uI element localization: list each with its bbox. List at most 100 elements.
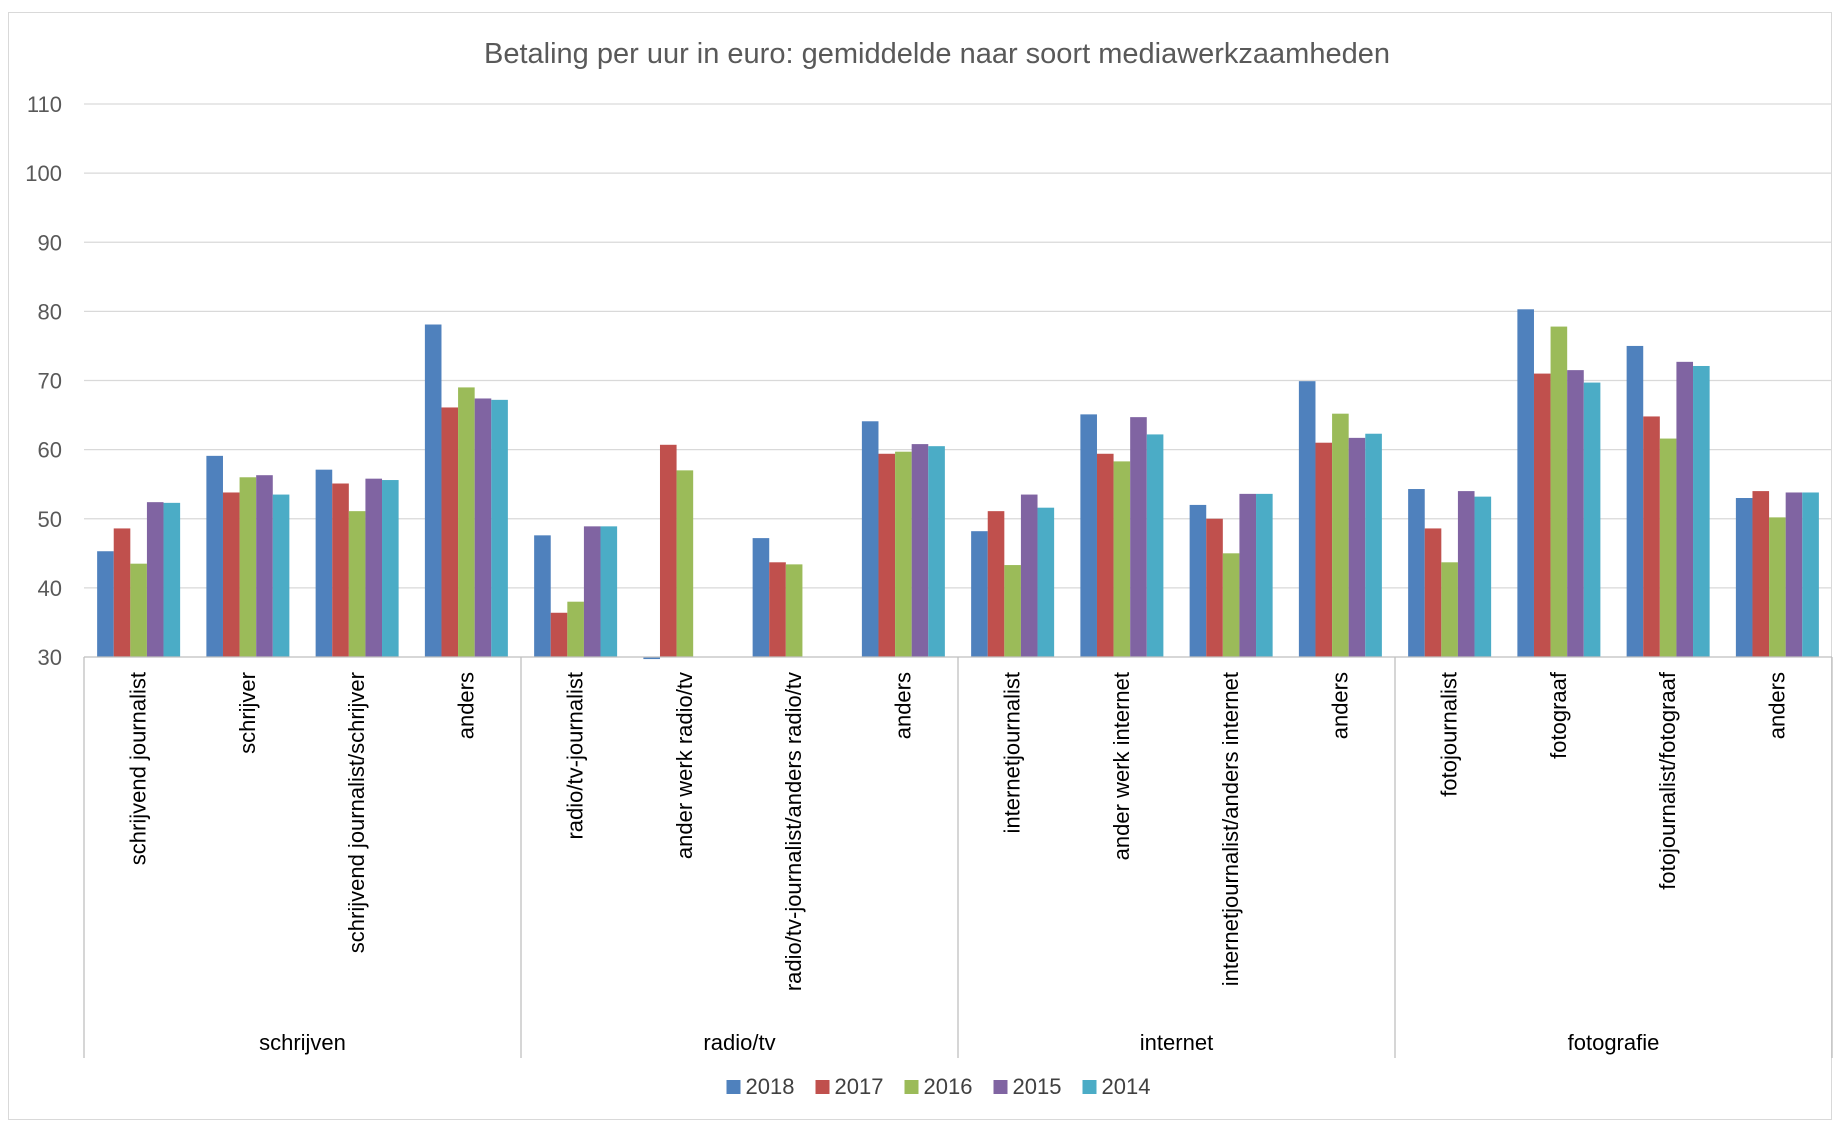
bar-2015	[146, 502, 164, 657]
bar-2014	[272, 494, 290, 657]
bar-2018	[1517, 309, 1534, 657]
bar-2018	[315, 469, 333, 657]
category-label: anders	[890, 672, 915, 739]
bar-2015	[583, 526, 601, 657]
bar-2017	[659, 444, 677, 657]
bar-2015	[1020, 494, 1038, 657]
category-label: internetjournalist	[1000, 672, 1025, 833]
group-label: radio/tv	[703, 1030, 775, 1055]
bars	[97, 309, 1819, 660]
category-label: fotojournalist/fotograaf	[1655, 671, 1680, 890]
bar-2017	[878, 453, 896, 657]
bar-2017	[1096, 453, 1114, 657]
bar-2015	[1676, 361, 1694, 657]
group-label: schrijven	[259, 1030, 346, 1055]
legend-swatch	[904, 1080, 919, 1094]
bar-2018	[424, 324, 442, 657]
category-label: fotograaf	[1546, 671, 1571, 759]
bar-2015	[365, 478, 383, 657]
bar-2017	[1533, 373, 1551, 657]
bar-2016	[130, 563, 147, 657]
bar-2017	[441, 407, 459, 657]
bar-2018	[206, 455, 223, 657]
bar-2018	[752, 538, 770, 657]
legend-label: 2015	[1013, 1074, 1062, 1099]
bar-2014	[1256, 493, 1273, 657]
y-tick-label: 100	[25, 161, 62, 186]
legend-swatch	[1082, 1080, 1097, 1094]
y-tick-label: 40	[38, 576, 62, 601]
bar-2017	[1315, 442, 1333, 657]
bar-2018	[534, 535, 551, 657]
bar-2017	[1752, 491, 1770, 657]
bar-2018	[1735, 498, 1753, 657]
category-label: ander werk radio/tv	[672, 672, 697, 859]
category-label: internetjournalist/anders internet	[1218, 672, 1243, 986]
bar-2016	[239, 477, 257, 657]
category-label: anders	[1327, 672, 1352, 739]
bar-2014	[491, 399, 508, 657]
legend: 2018 2017 2016 2015 2014	[726, 1074, 1150, 1099]
bar-2016	[1769, 517, 1786, 657]
legend-label: 2016	[924, 1074, 973, 1099]
bar-2017	[332, 483, 349, 657]
bar-2014	[1365, 433, 1382, 657]
legend-label: 2017	[835, 1074, 884, 1099]
legend-item-2015: 2015	[993, 1074, 1062, 1099]
bar-2016	[895, 451, 912, 657]
bar-2014	[163, 502, 181, 657]
bar-2015	[1348, 437, 1366, 657]
bar-2017	[222, 492, 240, 657]
bar-2015	[256, 475, 273, 657]
y-tick-label: 80	[38, 299, 62, 324]
bar-2017	[550, 612, 568, 657]
category-label: anders	[1764, 672, 1789, 739]
bar-2016	[1004, 565, 1021, 657]
y-tick-label: 30	[38, 645, 62, 670]
bar-2015	[1457, 491, 1475, 657]
group-label: internet	[1140, 1030, 1213, 1055]
category-label: anders	[453, 672, 478, 739]
y-tick-label: 60	[38, 438, 62, 463]
bar-2016	[1113, 461, 1131, 657]
bar-2018	[1626, 345, 1644, 657]
chart-title: Betaling per uur in euro: gemiddelde naa…	[484, 38, 1390, 70]
bar-2018	[1298, 381, 1316, 657]
bar-2016	[348, 511, 366, 657]
bar-2016	[1550, 326, 1568, 657]
bar-2017	[1643, 416, 1660, 657]
bar-2017	[769, 562, 786, 657]
bar-2016	[458, 387, 475, 657]
y-tick-label: 50	[38, 507, 62, 532]
legend-label: 2018	[746, 1074, 795, 1099]
legend-item-2014: 2014	[1082, 1074, 1150, 1099]
bar-2015	[1130, 417, 1147, 657]
category-label: schrijvend journalist	[126, 672, 151, 865]
bar-2014	[1583, 382, 1601, 657]
group-labels: schrijven radio/tv internet fotografie	[259, 1030, 1659, 1055]
category-label: ander werk internet	[1109, 672, 1134, 860]
bar-2014	[1802, 492, 1819, 657]
y-tick-label: 110	[27, 92, 62, 117]
legend-item-2017: 2017	[815, 1074, 884, 1099]
bar-2016	[1441, 562, 1458, 657]
category-label: radio/tv-journalist/anders radio/tv	[781, 672, 806, 991]
x-axis	[83, 656, 1833, 1058]
bar-2015	[911, 444, 929, 657]
bar-2017	[1424, 528, 1442, 657]
bar-2014	[1693, 365, 1710, 657]
bar-2018	[1408, 489, 1425, 657]
bar-2017	[1206, 518, 1223, 657]
bar-2017	[987, 511, 1005, 657]
bar-2015	[474, 398, 492, 657]
bar-2016	[1332, 413, 1349, 657]
category-label: radio/tv-journalist	[563, 672, 588, 840]
bar-2014	[1037, 507, 1055, 657]
legend-item-2018: 2018	[726, 1074, 795, 1099]
category-labels: schrijvend journalist schrijver schrijvend…	[126, 671, 1790, 991]
bar-2018	[1189, 504, 1207, 657]
bar-2016	[1222, 553, 1240, 657]
bar-2018	[1080, 414, 1097, 657]
bar-2018	[643, 657, 660, 660]
